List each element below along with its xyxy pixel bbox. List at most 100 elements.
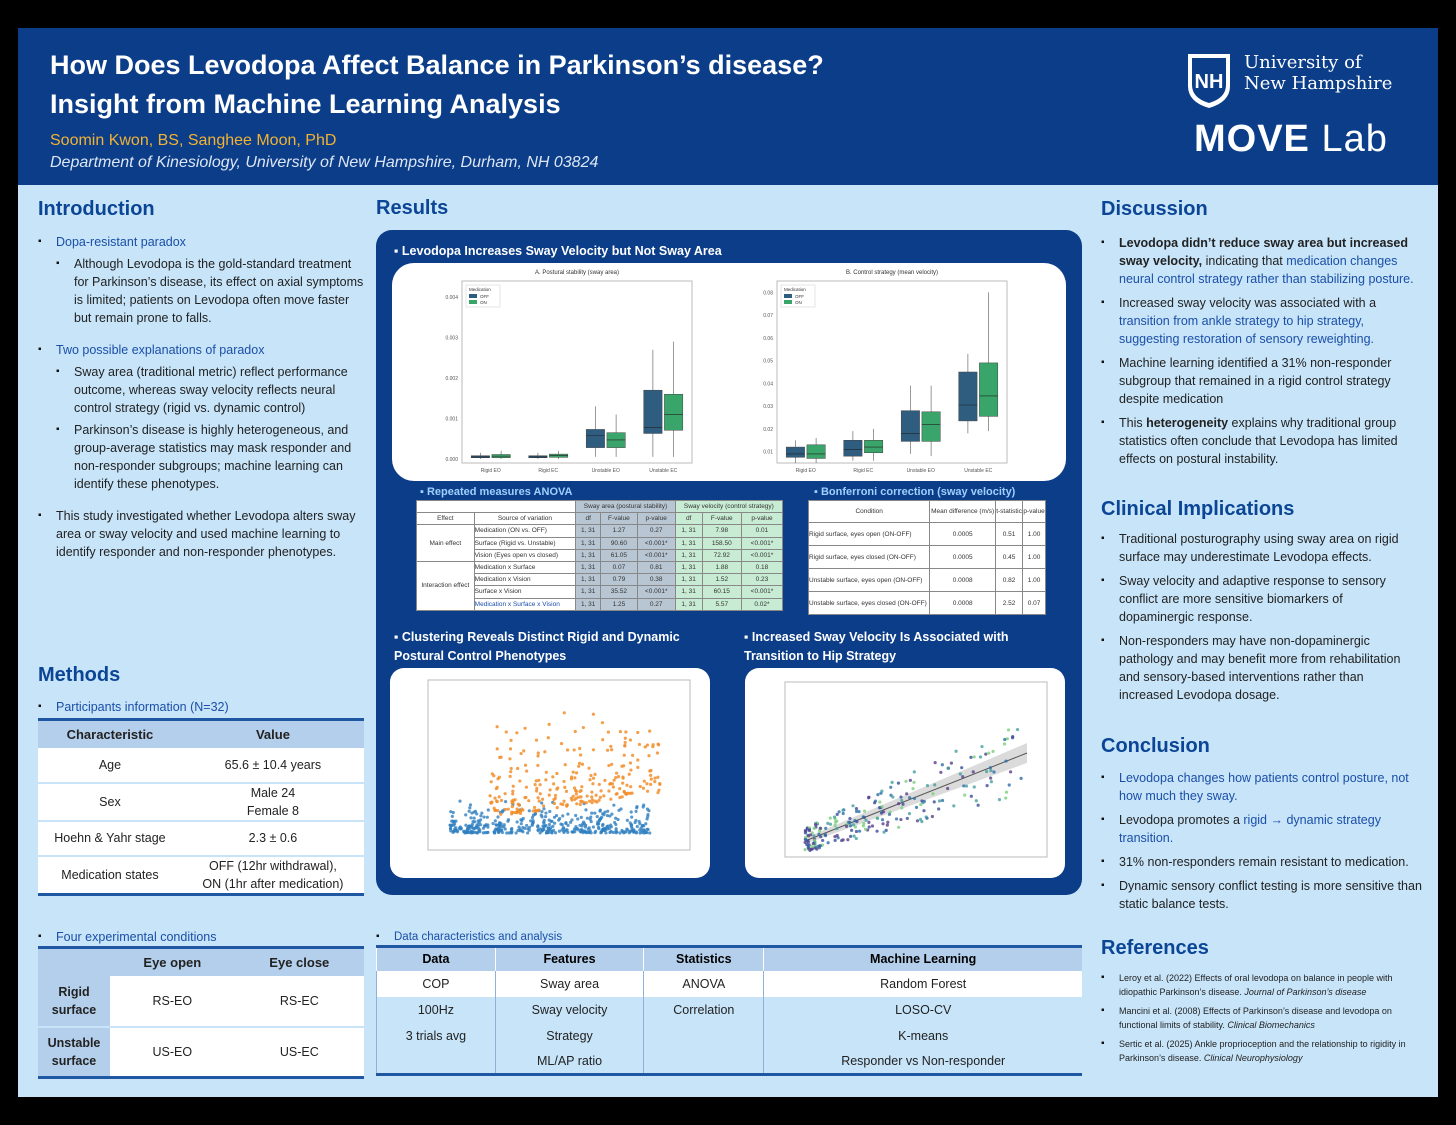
point-correlation xyxy=(855,820,859,824)
table-row: Sex Male 24 Female 8 xyxy=(38,782,364,822)
point-correlation xyxy=(1004,796,1008,800)
blank-header xyxy=(415,499,577,514)
bonferroni-cell: 1.00 xyxy=(1022,545,1046,569)
point-rigid-cluster xyxy=(595,814,599,819)
point-rigid-cluster xyxy=(549,819,553,823)
point-correlation xyxy=(1019,776,1023,780)
point-correlation xyxy=(873,801,877,805)
bonferroni-cell: 0.07 xyxy=(1022,591,1046,615)
point-dynamic-cluster xyxy=(590,798,595,802)
point-rigid-cluster xyxy=(494,823,499,827)
unh-shield-logo: NH xyxy=(1188,54,1230,108)
point-correlation xyxy=(939,770,943,774)
point-rigid-cluster xyxy=(519,822,523,826)
point-dynamic-cluster xyxy=(607,789,611,793)
point-dynamic-cluster xyxy=(506,807,510,811)
point-rigid-cluster xyxy=(634,818,638,823)
point-rigid-cluster xyxy=(603,810,607,814)
poster-title: How Does Levodopa Affect Balance in Park… xyxy=(50,46,824,124)
discussion-bold: heterogeneity xyxy=(1146,416,1229,430)
clinical-item: Traditional posturography using sway are… xyxy=(1101,530,1421,566)
point-dynamic-cluster xyxy=(589,773,593,778)
point-dynamic-cluster xyxy=(578,746,582,751)
point-correlation xyxy=(989,776,993,780)
point-correlation xyxy=(833,838,837,842)
point-rigid-cluster xyxy=(641,805,645,809)
point-dynamic-cluster xyxy=(561,802,565,807)
box-on xyxy=(979,362,999,417)
point-correlation xyxy=(875,816,880,820)
point-dynamic-cluster xyxy=(523,763,528,767)
anova-cell: 5.57 xyxy=(701,597,742,611)
point-correlation xyxy=(904,779,908,783)
point-dynamic-cluster xyxy=(555,805,559,810)
point-dynamic-cluster xyxy=(627,772,631,776)
point-rigid-cluster xyxy=(561,814,565,818)
point-rigid-cluster xyxy=(470,822,475,826)
point-correlation xyxy=(900,806,904,810)
point-dynamic-cluster xyxy=(572,786,577,790)
point-rigid-cluster xyxy=(557,829,562,833)
point-rigid-cluster xyxy=(568,820,573,824)
cluster-panel xyxy=(390,668,710,878)
point-dynamic-cluster xyxy=(621,775,625,779)
point-correlation xyxy=(891,795,895,799)
table-row: Rigid surface RS-EO RS-EC xyxy=(38,975,364,1028)
point-dynamic-cluster xyxy=(618,787,622,791)
conditions-label: Four experimental conditions xyxy=(38,928,217,946)
point-correlation xyxy=(876,793,880,797)
point-correlation xyxy=(900,798,904,803)
point-dynamic-cluster xyxy=(622,753,626,757)
legend-label: ON xyxy=(480,300,487,305)
point-rigid-cluster xyxy=(591,825,595,829)
point-dynamic-cluster xyxy=(552,801,557,806)
table-row: Rigid surface, eyes closed (ON-OFF) 0.000… xyxy=(807,545,1046,569)
point-dynamic-cluster xyxy=(552,782,556,786)
point-dynamic-cluster xyxy=(519,751,523,756)
move-lab-logo: MOVE Lab xyxy=(1194,118,1388,161)
point-rigid-cluster xyxy=(602,813,606,817)
data-analysis-table: Data Features Statistics Machine Learning CO… xyxy=(376,945,1082,1076)
point-correlation xyxy=(848,820,852,824)
clinical-item: Sway velocity and adaptive response to s… xyxy=(1101,572,1421,626)
point-rigid-cluster xyxy=(505,831,509,835)
university-line-1: University of xyxy=(1244,52,1362,73)
anova-cell: 0.01 xyxy=(740,524,784,538)
point-correlation xyxy=(886,820,890,824)
point-dynamic-cluster xyxy=(511,789,515,793)
table-row: Surface (Rigid vs. Unstable) 1, 31 90.60 <0… xyxy=(417,536,784,550)
point-correlation xyxy=(848,824,853,828)
point-dynamic-cluster xyxy=(590,790,594,794)
point-correlation xyxy=(984,752,988,756)
point-rigid-cluster xyxy=(635,824,639,829)
point-correlation xyxy=(854,836,858,841)
point-rigid-cluster xyxy=(542,807,546,811)
point-dynamic-cluster xyxy=(564,789,569,793)
point-dynamic-cluster xyxy=(643,745,647,749)
data-cell: K-means xyxy=(763,1022,1082,1049)
point-rigid-cluster xyxy=(527,828,531,832)
point-rigid-cluster xyxy=(561,826,565,830)
point-rigid-cluster xyxy=(605,824,609,829)
point-dynamic-cluster xyxy=(488,794,492,798)
point-dynamic-cluster xyxy=(580,785,584,789)
table-row: Unstable surface US-EO US-EC xyxy=(38,1026,364,1079)
point-rigid-cluster xyxy=(579,815,583,819)
group-header: Sway velocity (control strategy) xyxy=(674,499,784,514)
y-tick-label: 0.003 xyxy=(445,336,458,342)
point-rigid-cluster xyxy=(570,818,574,822)
point-dynamic-cluster xyxy=(516,766,520,771)
point-dynamic-cluster xyxy=(544,778,548,782)
data-cell: 100Hz xyxy=(376,996,496,1023)
point-rigid-cluster xyxy=(631,829,635,833)
point-rigid-cluster xyxy=(645,807,650,811)
point-rigid-cluster xyxy=(479,814,483,818)
data-table-label: Data characteristics and analysis xyxy=(376,928,562,946)
point-correlation xyxy=(989,780,993,784)
point-dynamic-cluster xyxy=(493,796,497,800)
point-dynamic-cluster xyxy=(625,783,629,787)
point-rigid-cluster xyxy=(464,813,468,817)
point-rigid-cluster xyxy=(520,818,524,823)
intro-subitem: Parkinson’s disease is highly heterogene… xyxy=(56,421,368,493)
point-dynamic-cluster xyxy=(656,742,660,746)
